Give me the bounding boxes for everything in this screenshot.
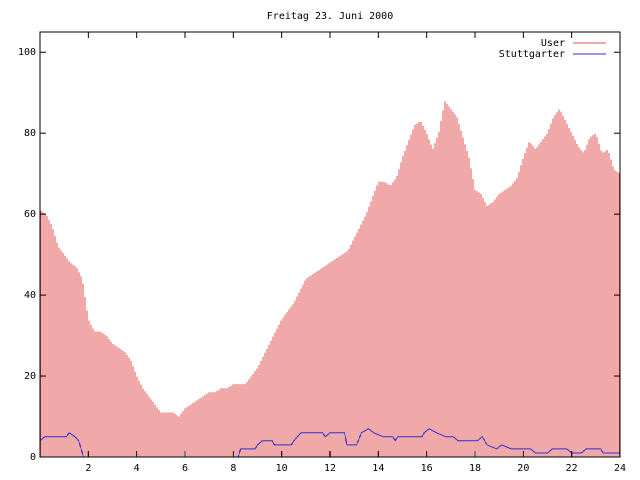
x-tick-label: 4 — [134, 463, 140, 474]
stuttgarter-line-group — [39, 428, 620, 458]
legend-label-user: User — [541, 38, 565, 49]
x-tick-label: 10 — [276, 463, 288, 474]
x-tick-label: 24 — [614, 463, 626, 474]
chart-title: Freitag 23. Juni 2000 — [267, 11, 393, 22]
y-tick-label: 80 — [24, 128, 36, 139]
x-tick-label: 16 — [421, 463, 433, 474]
stuttgarter-line — [39, 428, 620, 458]
x-tick-label: 20 — [517, 463, 529, 474]
user-bars — [40, 101, 620, 457]
legend-label-stuttgarter: Stuttgarter — [499, 49, 565, 60]
y-tick-label: 40 — [24, 290, 36, 301]
y-tick-label: 20 — [24, 371, 36, 382]
x-tick-label: 18 — [469, 463, 481, 474]
x-tick-label: 6 — [182, 463, 188, 474]
y-tick-label: 60 — [24, 209, 36, 220]
x-tick-label: 2 — [85, 463, 91, 474]
x-tick-label: 8 — [230, 463, 236, 474]
y-tick-label: 100 — [18, 47, 36, 58]
x-tick-label: 22 — [566, 463, 578, 474]
y-tick-label: 0 — [30, 452, 36, 463]
x-tick-label: 12 — [324, 463, 336, 474]
x-tick-label: 14 — [372, 463, 384, 474]
